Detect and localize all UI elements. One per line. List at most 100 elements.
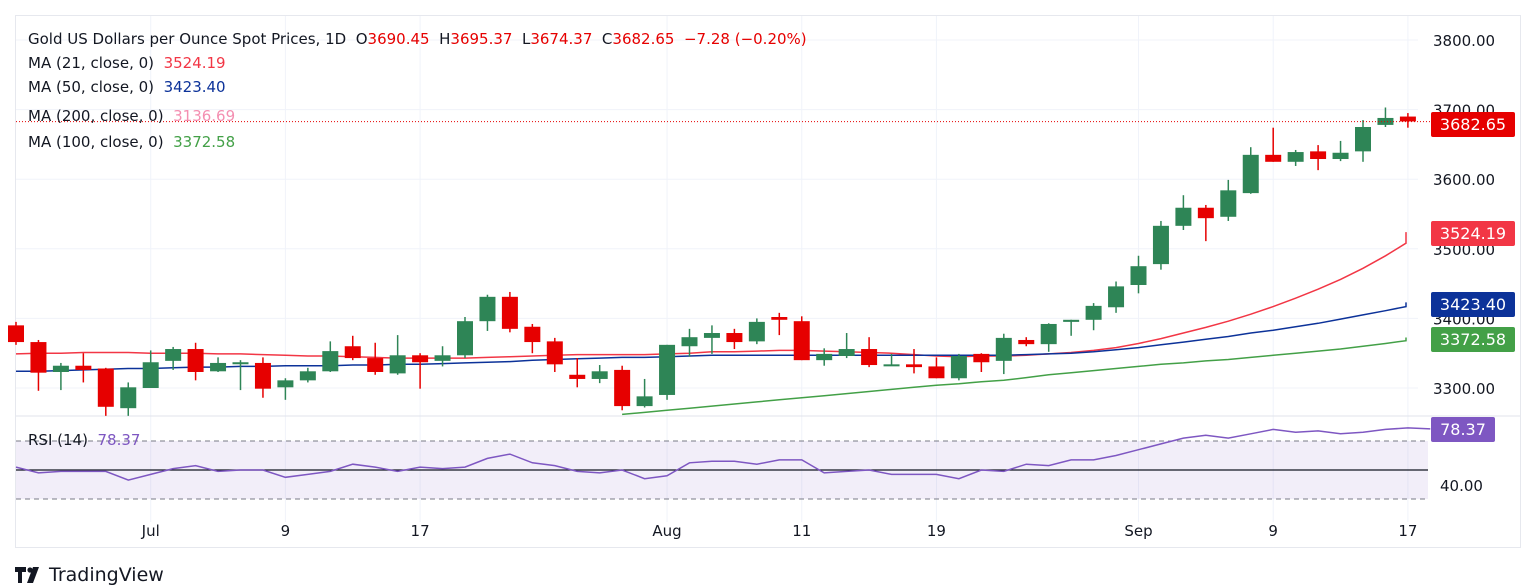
- candle: [928, 357, 945, 379]
- tradingview-logo[interactable]: TradingView: [15, 564, 164, 586]
- ma100-legend[interactable]: MA (100, close, 0) 3372.58: [28, 131, 235, 153]
- candle: [995, 333, 1012, 375]
- low-label: L: [521, 30, 531, 48]
- candle-body: [254, 362, 271, 389]
- rsi-axis-label: 40.00: [1440, 477, 1483, 495]
- time-axis-label: 9: [1268, 522, 1278, 540]
- rsi-pane: 40.00: [15, 427, 1483, 500]
- candle: [1085, 303, 1102, 331]
- rsi-legend[interactable]: RSI (14) 78.37: [28, 429, 140, 451]
- candle: [412, 353, 429, 389]
- candle-body: [52, 365, 69, 372]
- candle-body: [1287, 152, 1304, 162]
- ma21-price-tag: 3524.19: [1431, 221, 1515, 246]
- candle-body: [1085, 305, 1102, 320]
- candle-body: [1399, 116, 1416, 122]
- candle-body: [165, 349, 182, 361]
- price-axis-label: 3600.00: [1433, 171, 1495, 189]
- ma50-price-tag: 3423.40: [1431, 292, 1515, 317]
- candle: [97, 367, 114, 416]
- candle-body: [434, 355, 451, 361]
- close-label: C: [601, 30, 613, 48]
- candle-body: [524, 326, 541, 343]
- candle: [501, 291, 518, 333]
- candle: [299, 367, 316, 383]
- ma21-label: MA (21, close, 0): [28, 54, 155, 72]
- candle: [591, 365, 608, 384]
- candle-body: [277, 380, 294, 388]
- candle-body: [1040, 323, 1057, 345]
- time-axis: Jul 9 17 Aug 11 19 Sep 9 17: [141, 522, 1418, 540]
- candle-body: [412, 355, 429, 363]
- candle-body: [1108, 286, 1125, 308]
- candle-body: [75, 365, 92, 370]
- candle: [1265, 127, 1282, 162]
- candle-body: [322, 351, 339, 372]
- ma200-legend[interactable]: MA (200, close, 0) 3136.69: [28, 105, 235, 127]
- time-axis-label: 9: [281, 522, 291, 540]
- time-axis-label: 19: [927, 522, 946, 540]
- ma50-legend[interactable]: MA (50, close, 0) 3423.40: [28, 76, 226, 98]
- candle-body: [30, 342, 47, 373]
- candle-body: [1355, 127, 1371, 152]
- candle-body: [703, 333, 720, 338]
- candle-body: [771, 317, 788, 320]
- candle-body: [614, 369, 631, 407]
- change-value: −7.28 (−0.20%): [683, 30, 807, 48]
- candle-body: [681, 337, 698, 347]
- candle-body: [906, 364, 922, 368]
- candle: [883, 353, 900, 367]
- high-label: H: [439, 30, 451, 48]
- candle-body: [1152, 225, 1169, 265]
- rsi-value: 78.37: [97, 431, 141, 449]
- candle: [457, 317, 473, 359]
- candle-body: [726, 333, 743, 343]
- ma100-price-tag: 3372.58: [1431, 327, 1515, 352]
- candle-body: [883, 364, 900, 367]
- candle: [950, 353, 967, 381]
- candle-body: [793, 321, 810, 361]
- time-axis-label: Jul: [141, 522, 160, 540]
- open-label: O: [355, 30, 368, 48]
- candle-body: [1377, 117, 1394, 125]
- open-value: 3690.45: [367, 30, 430, 48]
- ma100-value: 3372.58: [173, 133, 236, 151]
- candle-body: [659, 344, 676, 395]
- moving-average-lines: [15, 232, 1407, 416]
- candle: [1018, 337, 1035, 347]
- candle: [681, 328, 698, 357]
- candle: [8, 321, 24, 345]
- ma21-value: 3524.19: [163, 54, 226, 72]
- candle: [165, 346, 182, 370]
- candle: [1063, 319, 1080, 336]
- candle: [52, 362, 69, 391]
- candle-body: [299, 371, 316, 381]
- ma-line: [16, 302, 1407, 373]
- candle: [120, 382, 137, 416]
- candle: [771, 312, 788, 336]
- ma21-legend[interactable]: MA (21, close, 0) 3524.19: [28, 52, 226, 74]
- candle: [1220, 179, 1237, 221]
- candle-body: [546, 341, 563, 365]
- time-axis-label: Sep: [1124, 522, 1152, 540]
- candle: [1287, 149, 1304, 166]
- tradingview-logo-icon: [15, 567, 39, 583]
- candle: [861, 337, 878, 368]
- chart-frame: [15, 15, 1521, 548]
- candle-body: [120, 387, 137, 409]
- candles: [8, 107, 1416, 416]
- time-axis-label: 11: [792, 522, 811, 540]
- candle-body: [142, 362, 159, 388]
- candle: [569, 358, 586, 388]
- candle: [973, 353, 990, 372]
- rsi-value-tag: 78.37: [1431, 417, 1495, 442]
- time-axis-label: 17: [411, 522, 430, 540]
- price-axis-label: 3300.00: [1433, 380, 1495, 398]
- candle-body: [816, 353, 833, 361]
- symbol-title: Gold US Dollars per Ounce Spot Prices, 1…: [28, 30, 347, 48]
- candle: [1332, 140, 1349, 162]
- candle-body: [861, 349, 878, 366]
- ma100-label: MA (100, close, 0): [28, 133, 164, 151]
- candle-body: [995, 337, 1012, 361]
